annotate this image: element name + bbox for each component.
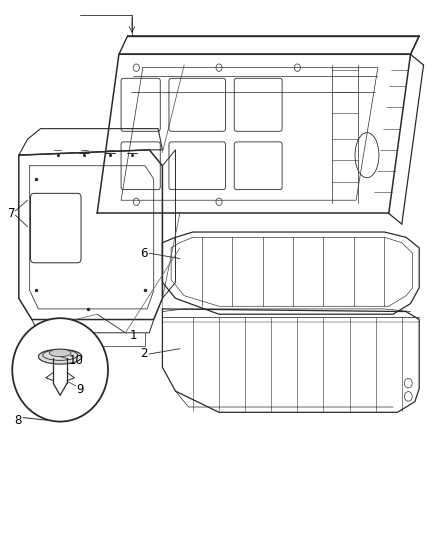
Ellipse shape	[12, 318, 108, 422]
Text: 1: 1	[130, 329, 137, 342]
Text: 10: 10	[69, 354, 84, 367]
Text: 8: 8	[14, 414, 22, 427]
Ellipse shape	[49, 349, 71, 357]
Text: 6: 6	[140, 247, 147, 260]
Ellipse shape	[39, 349, 82, 364]
Ellipse shape	[43, 350, 78, 360]
Text: 2: 2	[140, 348, 147, 360]
Text: 7: 7	[8, 207, 15, 220]
Text: 9: 9	[76, 383, 84, 396]
